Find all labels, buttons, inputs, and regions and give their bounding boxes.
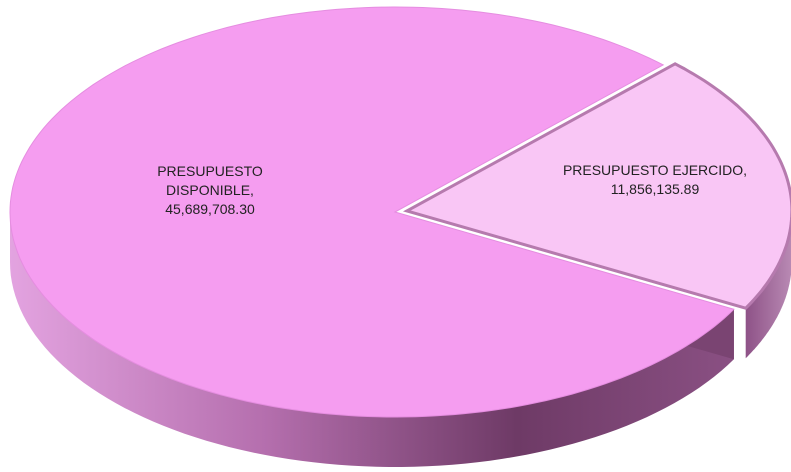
label-name: PRESUPUESTO EJERCIDO, — [562, 162, 748, 178]
slice-side — [10, 212, 734, 467]
data-label: PRESUPUESTO EJERCIDO, 11,856,135.89 — [535, 161, 775, 199]
label-name: PRESUPUESTO DISPONIBLE, — [157, 163, 263, 198]
slice — [402, 62, 791, 310]
label-value: 45,689,708.30 — [165, 201, 255, 217]
label-value: 11,856,135.89 — [610, 181, 700, 197]
slice — [9, 6, 735, 418]
data-label: PRESUPUESTO DISPONIBLE, 45,689,708.30 — [140, 162, 280, 219]
slice-side — [745, 224, 791, 359]
